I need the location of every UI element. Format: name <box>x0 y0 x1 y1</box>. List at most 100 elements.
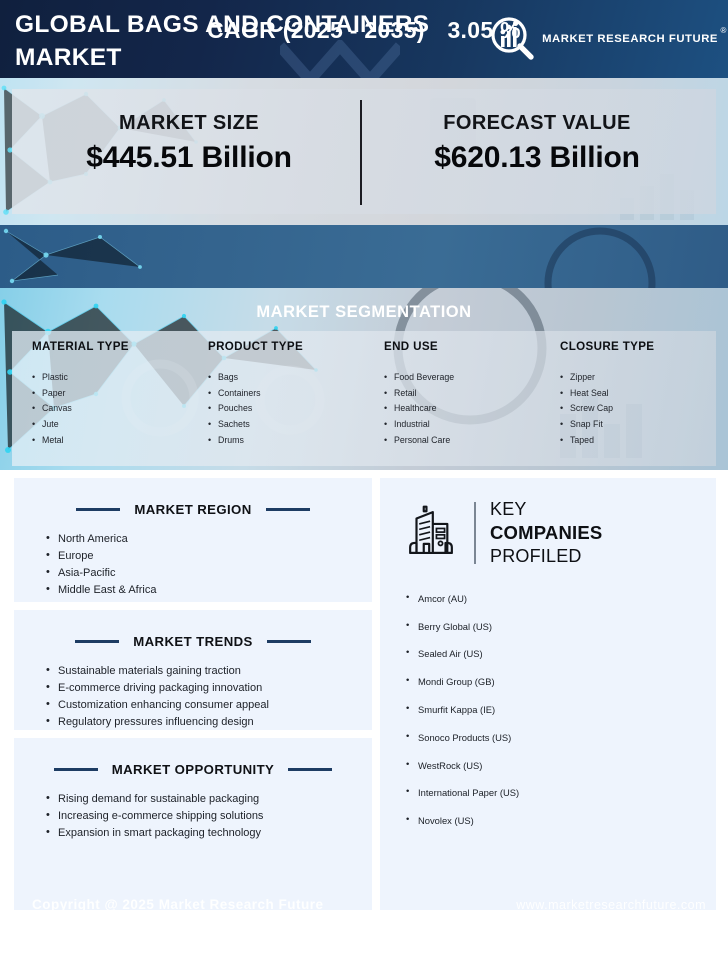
rule-left <box>76 508 121 511</box>
list-item: Rising demand for sustainable packaging <box>46 790 372 808</box>
segmentation-column-heading: CLOSURE TYPE <box>560 340 655 353</box>
brand-logo-text: MARKET RESEARCH FUTURE ® <box>542 26 726 45</box>
list-item: Canvas <box>32 400 188 417</box>
segmentation-column-heading: END USE <box>384 340 438 353</box>
rule-left <box>53 768 98 771</box>
list-item: Regulatory pressures influencing design <box>46 713 372 730</box>
list-item: Screw Cap <box>560 400 716 417</box>
list-item: International Paper (US) <box>406 786 716 798</box>
segmentation-column-heading: MATERIAL TYPE <box>32 340 129 353</box>
page-title: GLOBAL BAGS AND CONTAINERS MARKET <box>15 11 430 71</box>
list-item: Europe <box>46 547 372 565</box>
copyright-watermark: Copyright @ 2025 Market Research Future <box>32 897 324 910</box>
market-opportunity-list: Rising demand for sustainable packaging … <box>46 790 372 842</box>
title-line-profiled: PROFILED <box>490 546 582 567</box>
list-item: Berry Global (US) <box>406 620 716 632</box>
segmentation-columns: MATERIAL TYPE Plastic Paper Canvas Jute … <box>12 340 716 466</box>
list-item: North America <box>46 530 372 548</box>
list-item: Snap Fit <box>560 416 716 433</box>
segmentation-title: MARKET SEGMENTATION <box>256 303 472 321</box>
list-item: Mondi Group (GB) <box>406 675 716 687</box>
list-item: Increasing e-commerce shipping solutions <box>46 807 372 825</box>
segmentation-column-product-type: PRODUCT TYPE Bags Containers Pouches Sac… <box>188 340 364 466</box>
brand-logo-label: MARKET RESEARCH FUTURE <box>542 33 718 45</box>
key-companies-list: Amcor (AU) Berry Global (US) Sealed Air … <box>406 592 716 827</box>
list-item: Sonoco Products (US) <box>406 731 716 743</box>
list-item: Zipper <box>560 369 716 386</box>
market-size-block: MARKET SIZE $445.51 Billion <box>30 112 348 175</box>
market-trends-title: MARKET TRENDS <box>133 634 253 649</box>
hero-band: MARKET SIZE $445.51 Billion FORECAST VAL… <box>0 78 728 225</box>
hero-divider <box>360 100 362 205</box>
key-companies-card: KEY COMPANIES PROFILED Amcor (AU) Berry … <box>380 478 716 910</box>
card-title-row: MARKET OPPORTUNITY <box>14 762 372 777</box>
office-building-icon <box>409 506 453 555</box>
market-trends-card: MARKET TRENDS Sustainable materials gain… <box>14 610 372 730</box>
market-region-title: MARKET REGION <box>134 502 252 517</box>
list-item: Sachets <box>208 416 364 433</box>
hero-panel <box>12 89 716 214</box>
registered-mark-icon: ® <box>720 26 727 35</box>
footer-copyright: Copyright @ 2026 Market Research Future <box>17 930 271 944</box>
list-item: Retail <box>384 385 540 402</box>
list-item: Heat Seal <box>560 385 716 402</box>
market-region-list: North America Europe Asia-Pacific Middle… <box>46 530 372 600</box>
list-item: Healthcare <box>384 400 540 417</box>
list-item: Food Beverage <box>384 369 540 386</box>
list-item: Middle East & Africa <box>46 581 372 599</box>
card-title-row: MARKET REGION <box>14 502 372 517</box>
page-footer: Copyright @ 2026 Market Research Future … <box>0 910 728 964</box>
list-item: Pouches <box>208 400 364 417</box>
market-region-card: MARKET REGION North America Europe Asia-… <box>14 478 372 602</box>
segmentation-list: Bags Containers Pouches Sachets Drums <box>208 369 364 449</box>
cagr-label: CAGR (2025 - 2035) <box>207 17 425 43</box>
list-item: Personal Care <box>384 432 540 449</box>
segmentation-column-material-type: MATERIAL TYPE Plastic Paper Canvas Jute … <box>12 340 188 466</box>
segmentation-column-end-use: END USE Food Beverage Retail Healthcare … <box>364 340 540 466</box>
header-chevron-decoration <box>280 40 400 78</box>
forecast-value-block: FORECAST VALUE $620.13 Billion <box>372 112 702 175</box>
list-item: Customization enhancing consumer appeal <box>46 696 372 714</box>
title-line-companies: COMPANIES <box>490 522 603 544</box>
list-item: Containers <box>208 385 364 402</box>
list-item: Jute <box>32 416 188 433</box>
key-companies-title: KEY COMPANIES PROFILED <box>490 498 602 569</box>
page-header: GLOBAL BAGS AND CONTAINERS MARKET MARKET… <box>0 0 728 78</box>
list-item: Sustainable materials gaining traction <box>46 662 372 680</box>
list-item: Sealed Air (US) <box>406 647 716 659</box>
market-trends-list: Sustainable materials gaining traction E… <box>46 662 372 730</box>
title-line-key: KEY <box>490 499 527 519</box>
footer-website[interactable]: www.marketresearchfuture.com <box>535 930 710 944</box>
list-item: Bags <box>208 369 364 386</box>
rule-left <box>75 640 120 643</box>
magnifier-bar-chart-logo-icon <box>491 17 534 60</box>
list-item: Expansion in smart packaging technology <box>46 824 372 842</box>
cagr-background-decoration <box>3 227 656 288</box>
list-item: Taped <box>560 432 716 449</box>
list-item: Amcor (AU) <box>406 592 716 604</box>
segmentation-list: Plastic Paper Canvas Jute Metal <box>32 369 188 449</box>
card-title-row: MARKET TRENDS <box>14 634 372 649</box>
list-item: E-commerce driving packaging innovation <box>46 679 372 697</box>
segmentation-column-heading: PRODUCT TYPE <box>208 340 304 353</box>
market-opportunity-title: MARKET OPPORTUNITY <box>111 762 275 777</box>
cagr-value: 3.05 % <box>447 17 521 43</box>
key-companies-header: KEY COMPANIES PROFILED <box>402 498 716 569</box>
cagr-text: CAGR (2025 - 2035) 3.05 % <box>0 17 728 44</box>
list-item: Novolex (US) <box>406 814 716 826</box>
rule-right <box>265 508 310 511</box>
header-divider <box>474 502 476 565</box>
list-item: Asia-Pacific <box>46 564 372 582</box>
segmentation-list: Food Beverage Retail Healthcare Industri… <box>384 369 540 449</box>
list-item: Industrial <box>384 416 540 433</box>
market-opportunity-card: MARKET OPPORTUNITY Rising demand for sus… <box>14 738 372 910</box>
list-item: Paper <box>32 385 188 402</box>
lower-section: MARKET REGION North America Europe Asia-… <box>0 470 728 910</box>
brand-logo: MARKET RESEARCH FUTURE ® <box>490 16 726 62</box>
list-item: Smurfit Kappa (IE) <box>406 703 716 715</box>
rule-right <box>288 768 333 771</box>
list-item: Drums <box>208 432 364 449</box>
market-size-label: MARKET SIZE <box>119 112 259 134</box>
segmentation-column-closure-type: CLOSURE TYPE Zipper Heat Seal Screw Cap … <box>540 340 716 466</box>
list-item: Plastic <box>32 369 188 386</box>
